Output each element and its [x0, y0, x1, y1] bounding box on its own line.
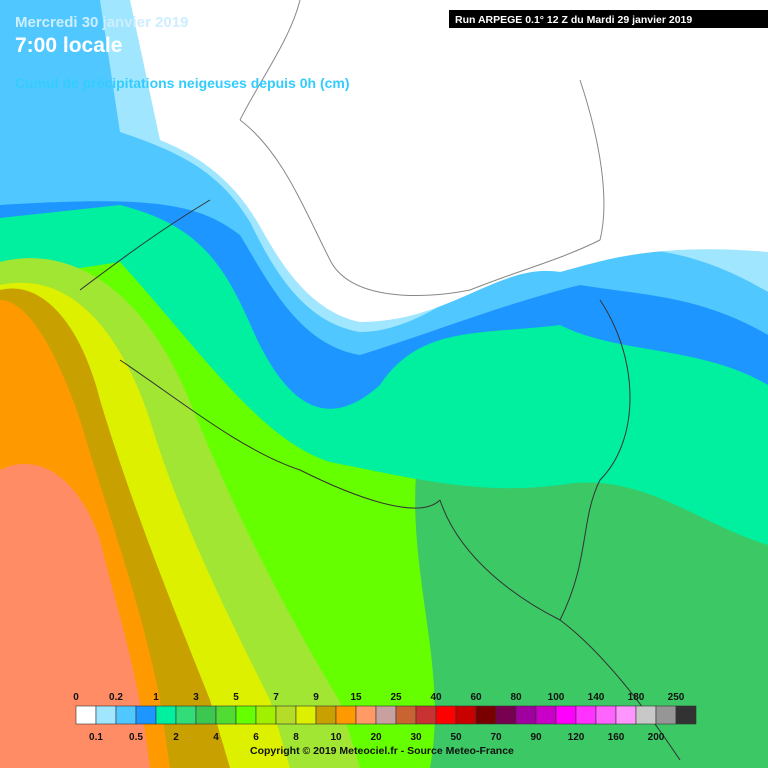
legend-label: 200: [648, 732, 665, 743]
legend-label: 70: [490, 732, 502, 743]
legend-label: 8: [293, 732, 299, 743]
legend-label: 0: [73, 692, 79, 703]
legend-swatch: [75, 705, 97, 725]
legend-swatch: [515, 705, 537, 725]
date: Mercredi 30 janvier 2019: [15, 14, 188, 31]
legend-label: 50: [450, 732, 462, 743]
time: 7:00 locale: [15, 34, 122, 57]
legend-swatch: [275, 705, 297, 725]
legend-swatch: [155, 705, 177, 725]
legend-label: 9: [313, 692, 319, 703]
legend-label: 250: [668, 692, 685, 703]
copyright: Copyright © 2019 Meteociel.fr - Source M…: [250, 745, 514, 757]
legend-label: 160: [608, 732, 625, 743]
legend-label: 100: [548, 692, 565, 703]
legend-label: 140: [588, 692, 605, 703]
legend-swatch: [575, 705, 597, 725]
legend-label: 1: [153, 692, 159, 703]
legend-label: 90: [530, 732, 542, 743]
legend-swatch: [655, 705, 677, 725]
legend-label: 0.5: [129, 732, 143, 743]
legend-label: 40: [430, 692, 442, 703]
legend-swatch: [415, 705, 437, 725]
legend-label: 7: [273, 692, 279, 703]
lead-time: (+ 18h): [160, 39, 206, 55]
legend-swatch: [255, 705, 277, 725]
legend-swatch: [455, 705, 477, 725]
legend-swatch: [595, 705, 617, 725]
legend-swatch: [435, 705, 457, 725]
run-box: [449, 10, 768, 28]
legend-swatch: [375, 705, 397, 725]
legend-swatch: [615, 705, 637, 725]
legend-label: 180: [628, 692, 645, 703]
legend-label: 2: [173, 732, 179, 743]
legend-label: 4: [213, 732, 219, 743]
legend-swatch: [335, 705, 357, 725]
subtitle: Cumul de précipitations neigeuses depuis…: [15, 75, 350, 91]
legend-swatch: [355, 705, 377, 725]
legend-label: 3: [193, 692, 199, 703]
legend-label: 20: [370, 732, 382, 743]
legend: 0 0.1 0.2 0.5 1 2 3 4 5 6 7 8 9 10 15 20 25 30 40 50 60 70 80 9…: [73, 692, 697, 743]
legend-swatch: [475, 705, 497, 725]
legend-label: 120: [568, 732, 585, 743]
legend-swatch: [115, 705, 137, 725]
legend-label: 6: [253, 732, 259, 743]
legend-swatch: [95, 705, 117, 725]
legend-label: 10: [330, 732, 342, 743]
legend-swatch: [675, 705, 697, 725]
legend-swatch: [235, 705, 257, 725]
legend-label: 5: [233, 692, 239, 703]
legend-swatch: [635, 705, 657, 725]
legend-swatch: [495, 705, 517, 725]
run-label: Run ARPEGE 0.1° 12 Z du Mardi 29 janvier…: [455, 14, 692, 26]
legend-swatch: [215, 705, 237, 725]
legend-swatch: [195, 705, 217, 725]
legend-label: 60: [470, 692, 482, 703]
legend-swatch: [175, 705, 197, 725]
legend-swatch: [535, 705, 557, 725]
legend-label: 15: [350, 692, 362, 703]
legend-label: 30: [410, 732, 422, 743]
legend-label: 80: [510, 692, 522, 703]
legend-swatch: [315, 705, 337, 725]
legend-label: 0.2: [109, 692, 123, 703]
legend-label: 25: [390, 692, 402, 703]
legend-label: 0.1: [89, 732, 103, 743]
legend-swatch: [135, 705, 157, 725]
legend-swatch: [295, 705, 317, 725]
legend-swatch: [555, 705, 577, 725]
legend-swatch: [395, 705, 417, 725]
